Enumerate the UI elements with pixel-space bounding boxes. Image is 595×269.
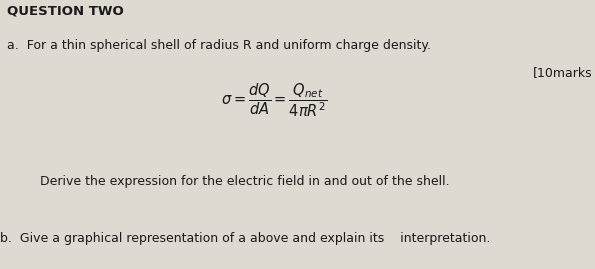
Text: b.  Give a graphical representation of a above and explain its    interpretation: b. Give a graphical representation of a …	[0, 232, 490, 246]
Text: QUESTION TWO: QUESTION TWO	[7, 4, 124, 17]
Text: $\sigma = \dfrac{dQ}{dA} = \dfrac{Q_{net}}{4\pi R^2}$: $\sigma = \dfrac{dQ}{dA} = \dfrac{Q_{net…	[221, 81, 327, 119]
Text: a.  For a thin spherical shell of radius R and uniform charge density.: a. For a thin spherical shell of radius …	[7, 39, 431, 52]
Text: [10marks: [10marks	[533, 66, 592, 80]
Text: Derive the expression for the electric field in and out of the shell.: Derive the expression for the electric f…	[24, 175, 449, 188]
